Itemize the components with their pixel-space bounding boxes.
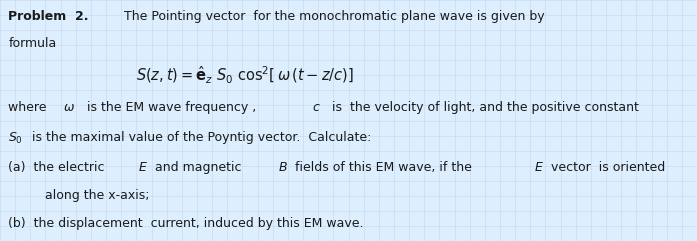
Text: where: where	[8, 101, 51, 114]
Text: $\omega$: $\omega$	[63, 101, 75, 114]
Text: formula: formula	[8, 37, 56, 50]
Text: $c$: $c$	[312, 101, 321, 114]
Text: The Pointing vector  for the monochromatic plane wave is given by: The Pointing vector for the monochromati…	[112, 10, 545, 23]
Text: $\mathit{B}$: $\mathit{B}$	[278, 161, 288, 174]
Text: $\mathit{E}$: $\mathit{E}$	[535, 161, 544, 174]
Text: fields of this EM wave, if the: fields of this EM wave, if the	[291, 161, 480, 174]
Text: $\mathit{E}$: $\mathit{E}$	[138, 161, 148, 174]
Text: is the EM wave frequency ,: is the EM wave frequency ,	[79, 101, 260, 114]
Text: is the maximal value of the Poyntig vector.  Calculate:: is the maximal value of the Poyntig vect…	[28, 131, 371, 144]
Text: vector  is oriented: vector is oriented	[547, 161, 665, 174]
Text: $S_0$: $S_0$	[8, 131, 23, 147]
Text: along the x-axis;: along the x-axis;	[45, 189, 150, 202]
Text: (b)  the displacement  current, induced by this EM wave.: (b) the displacement current, induced by…	[8, 217, 364, 230]
Text: Problem  2.: Problem 2.	[8, 10, 89, 23]
Text: (a)  the electric: (a) the electric	[8, 161, 109, 174]
Text: is  the velocity of light, and the positive constant: is the velocity of light, and the positi…	[323, 101, 638, 114]
Text: and magnetic: and magnetic	[151, 161, 250, 174]
Text: $\mathbf{\mathit{S}}(z,t) = \hat{\mathbf{e}}_z\ S_0\ \mathrm{cos}^2[\,\omega\,(t: $\mathbf{\mathit{S}}(z,t) = \hat{\mathbf…	[136, 65, 354, 86]
